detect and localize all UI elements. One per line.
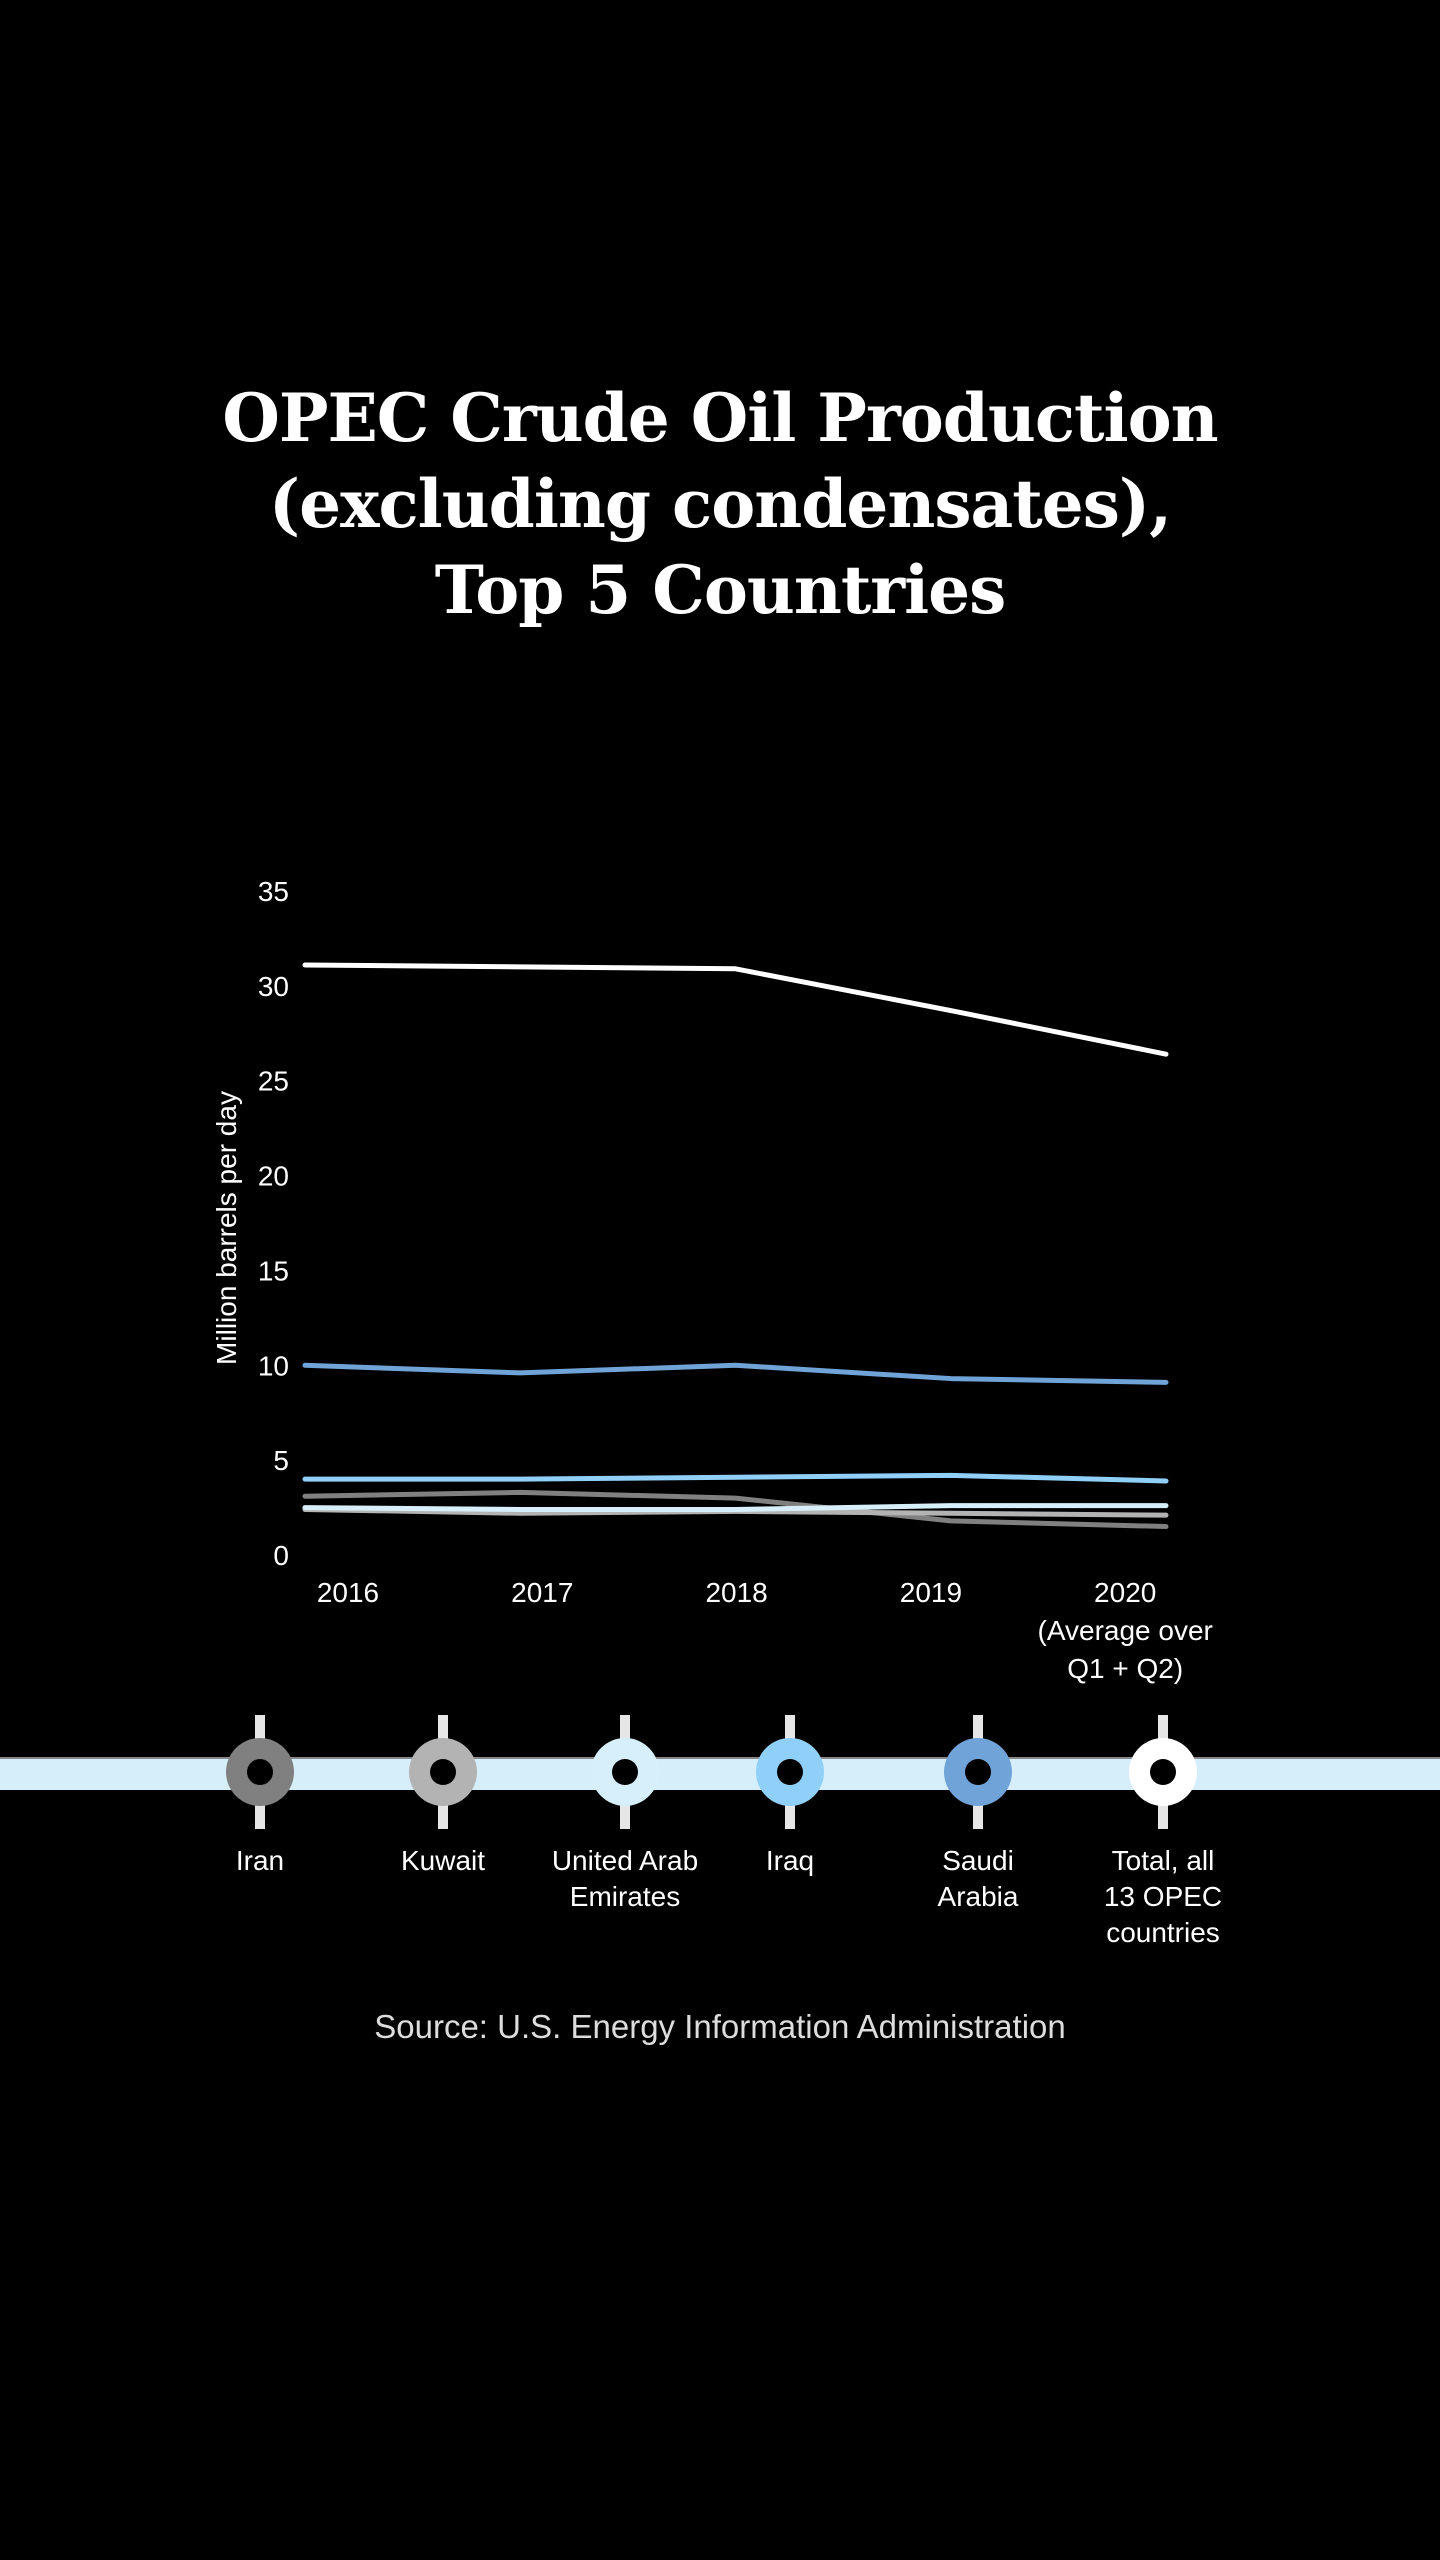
y-tick-label: 30 bbox=[258, 971, 289, 1002]
legend-marker-icon bbox=[409, 1738, 477, 1806]
legend-label: Saudi Arabia bbox=[858, 1843, 1098, 1915]
chart-title: OPEC Crude Oil Production (excluding con… bbox=[0, 375, 1440, 633]
series-line-united-arab-emirates bbox=[302, 1503, 1169, 1512]
y-tick-label: 5 bbox=[273, 1445, 289, 1476]
legend-marker-icon bbox=[1129, 1738, 1197, 1806]
line-chart: 0 5 10 15 20 25 30 35 Million barrels per day 201… bbox=[211, 876, 1213, 1684]
legend-label-line: Iran bbox=[235, 1845, 285, 1876]
legend-band bbox=[0, 1757, 1440, 1790]
series-line-iran bbox=[302, 1489, 1169, 1530]
legend-label-line: United Arab bbox=[551, 1845, 699, 1876]
legend-marker-icon bbox=[944, 1738, 1012, 1806]
y-tick-label: 10 bbox=[258, 1350, 289, 1381]
legend-label: Kuwait bbox=[323, 1843, 563, 1879]
source-note: Source: U.S. Energy Information Administ… bbox=[374, 2008, 1066, 2045]
marker-hole bbox=[247, 1759, 273, 1785]
legend-label-line: Total, all bbox=[1111, 1845, 1215, 1876]
legend-label-line: Saudi bbox=[942, 1845, 1014, 1876]
y-tick-label: 25 bbox=[258, 1066, 289, 1097]
y-tick-label: 0 bbox=[273, 1540, 289, 1571]
series-line-total-all-13-opec-countries bbox=[302, 962, 1169, 1057]
x-tick-label: 2018 bbox=[705, 1577, 767, 1608]
legend-label: Iran bbox=[140, 1843, 380, 1879]
series-line-iraq bbox=[302, 1472, 1169, 1484]
title-line: Top 5 Countries bbox=[434, 551, 1007, 629]
y-tick-label: 15 bbox=[258, 1255, 289, 1286]
legend-label-line: Iraq bbox=[765, 1845, 815, 1876]
x-tick-label: Q1 + Q2) bbox=[1067, 1653, 1183, 1684]
y-tick-label: 20 bbox=[258, 1161, 289, 1192]
title-line: OPEC Crude Oil Production bbox=[222, 379, 1218, 457]
legend-marker-icon bbox=[591, 1738, 659, 1806]
marker-hole bbox=[777, 1759, 803, 1785]
x-tick-label: 2016 bbox=[317, 1577, 379, 1608]
legend-marker-icon bbox=[226, 1738, 294, 1806]
marker-hole bbox=[1150, 1759, 1176, 1785]
y-axis-label: Million barrels per day bbox=[211, 1091, 242, 1365]
legend-label: Iraq bbox=[670, 1843, 910, 1879]
legend-label-line: 13 OPEC bbox=[1103, 1881, 1223, 1912]
marker-hole bbox=[612, 1759, 638, 1785]
legend-label: Total, all 13 OPEC countries bbox=[1043, 1843, 1283, 1951]
legend-label-line: countries bbox=[1106, 1917, 1220, 1948]
marker-hole bbox=[965, 1759, 991, 1785]
legend-label-line: Arabia bbox=[937, 1881, 1019, 1912]
title-line: (excluding condensates), bbox=[268, 465, 1172, 543]
legend-marker-icon bbox=[756, 1738, 824, 1806]
legend-label-line: Kuwait bbox=[400, 1845, 486, 1876]
x-tick-label: (Average over bbox=[1038, 1615, 1213, 1646]
marker-hole bbox=[430, 1759, 456, 1785]
legend-label: United Arab Emirates bbox=[505, 1843, 745, 1915]
legend-label-line: Emirates bbox=[569, 1881, 681, 1912]
x-tick-label: 2020 bbox=[1094, 1577, 1156, 1608]
x-tick-label: 2017 bbox=[511, 1577, 573, 1608]
y-tick-label: 35 bbox=[258, 876, 289, 907]
series-line-saudi-arabia bbox=[302, 1362, 1169, 1385]
x-tick-label: 2019 bbox=[900, 1577, 962, 1608]
